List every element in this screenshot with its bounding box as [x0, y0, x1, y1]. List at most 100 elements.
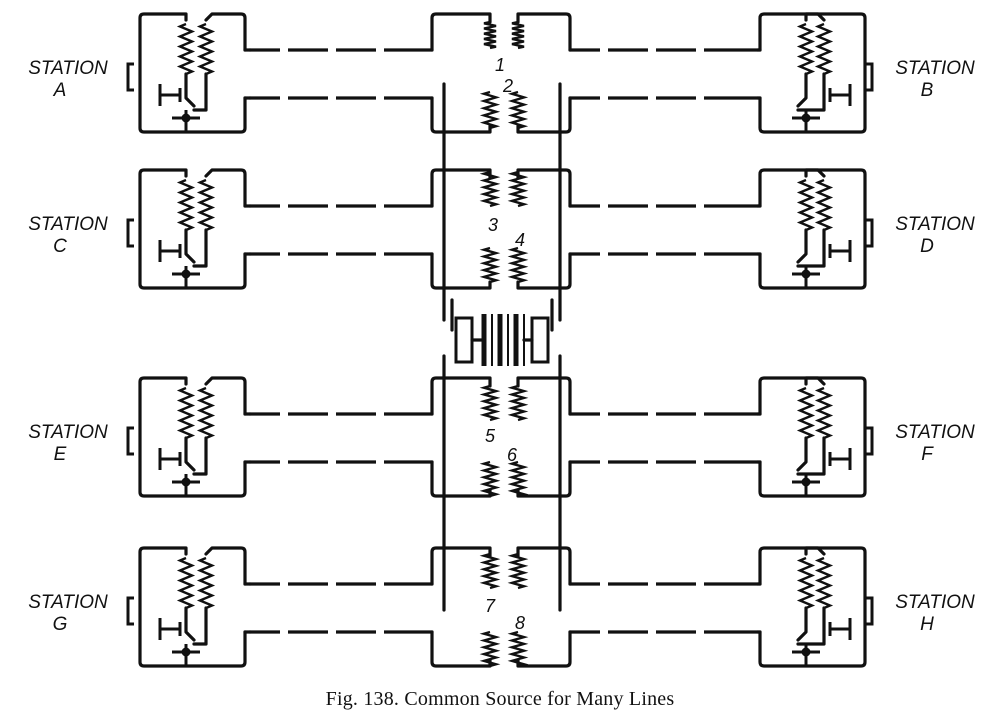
switch-hook-icon: [126, 596, 134, 626]
coil-number-1: 1: [495, 55, 505, 75]
receiver-icon: [828, 448, 852, 470]
station-coil-secondary: [196, 22, 216, 76]
central-lead: [430, 546, 492, 586]
coil-number-3: 3: [488, 215, 498, 235]
station-coil-lead: [192, 228, 208, 268]
transmitter-contact-icon: [181, 477, 191, 487]
coil-number-5: 5: [485, 426, 496, 446]
central-lead: [516, 96, 572, 134]
station-label-g: STATION: [28, 592, 108, 613]
station-letter-a: A: [53, 80, 67, 101]
line-wire: [756, 412, 762, 464]
station-loop: [758, 12, 867, 134]
central-lead: [516, 460, 572, 498]
station-coil-primary: [176, 556, 196, 610]
station-coil-lead: [796, 228, 808, 264]
station-loop-top: [204, 376, 247, 416]
switch-hook-icon: [866, 426, 874, 456]
station-coil-secondary: [814, 22, 834, 76]
station-coil-lead: [796, 606, 808, 642]
station-coil-secondary: [196, 386, 216, 440]
station-coil-lead: [184, 436, 196, 472]
figure-caption: Fig. 138. Common Source for Many Lines: [325, 688, 675, 710]
central-lead: [516, 376, 572, 416]
station-loop-top: [204, 12, 247, 52]
station-letter-f: F: [921, 444, 934, 465]
station-label-b: STATION: [895, 58, 975, 79]
transmitter-contact-icon: [801, 113, 811, 123]
switch-hook-icon: [126, 218, 134, 248]
coil-numbers: 12 34 56 78: [485, 55, 525, 633]
line-wire: [756, 48, 762, 100]
station-coil-primary: [176, 386, 196, 440]
station-loop: [758, 376, 867, 498]
transmitter-contact-icon: [801, 477, 811, 487]
coil-number-6: 6: [507, 445, 518, 465]
repeating-coil-left: [479, 552, 501, 590]
station-loop-top: [758, 546, 826, 586]
station-loop: [138, 12, 247, 134]
induction-coils: [176, 20, 834, 668]
station-coil-lead: [184, 72, 196, 108]
station-label-a: STATION: [28, 58, 108, 79]
switch-hook-icon: [866, 596, 874, 626]
repeating-coil-left: [479, 384, 501, 422]
station-coil-secondary: [196, 556, 216, 610]
station-letter-b: B: [921, 80, 934, 101]
station-coil-primary: [796, 22, 816, 76]
central-lead: [516, 630, 572, 668]
central-lead: [430, 12, 492, 52]
repeating-coil-right: [507, 246, 529, 284]
coil-number-2: 2: [502, 76, 513, 96]
repeating-coil-right: [507, 90, 529, 130]
station-letter-e: E: [54, 444, 67, 465]
coil-number-4: 4: [515, 230, 525, 250]
station-label-c: STATION: [28, 214, 108, 235]
station-label-e: STATION: [28, 422, 108, 443]
transmitter-contact-icon: [181, 647, 191, 657]
line-wire: [756, 204, 762, 256]
station-letter-g: G: [53, 614, 68, 635]
repeating-coil-left: [483, 20, 497, 50]
station-labels: STATIONASTATIONBSTATIONCSTATIONDSTATIONE…: [28, 58, 975, 635]
central-lead: [516, 12, 572, 52]
transmitter-contact-icon: [181, 113, 191, 123]
station-coil-lead: [796, 228, 826, 268]
station-coil-lead: [192, 436, 208, 476]
station-coil-lead: [796, 72, 826, 112]
repeating-coil-left: [479, 90, 501, 130]
central-lead: [516, 546, 572, 586]
station-coil-lead: [184, 228, 196, 264]
receiver-icon: [828, 618, 852, 640]
station-coil-primary: [176, 178, 196, 232]
line-wire: [243, 412, 252, 464]
repeating-coil-right: [507, 552, 529, 590]
common-battery: [454, 314, 550, 366]
station-coil-lead: [192, 606, 208, 646]
coil-number-7: 7: [485, 596, 496, 616]
line-wire: [243, 204, 252, 256]
line-wire: [243, 48, 252, 100]
station-letter-c: C: [53, 236, 67, 257]
repeating-coil-right: [511, 20, 525, 50]
station-loop-top: [204, 546, 247, 586]
switch-hook-icon: [126, 426, 134, 456]
battery-bus: [442, 82, 562, 322]
station-loop-top: [204, 168, 247, 208]
station-loop: [758, 546, 867, 668]
switch-hook-icon: [866, 62, 874, 92]
station-coil-lead: [796, 606, 826, 646]
station-loop: [138, 546, 247, 668]
station-loop: [138, 376, 247, 498]
receiver-icon: [158, 84, 182, 106]
central-lead: [430, 376, 492, 416]
switch-hook-icon: [126, 62, 134, 92]
central-lead: [516, 168, 572, 208]
transmitter-contact-icon: [181, 269, 191, 279]
station-coil-primary: [796, 178, 816, 232]
station-coil-lead: [796, 72, 808, 108]
receiver-icon: [828, 240, 852, 262]
station-coil-secondary: [196, 178, 216, 232]
station-coil-secondary: [814, 178, 834, 232]
station-letter-h: H: [920, 614, 934, 635]
